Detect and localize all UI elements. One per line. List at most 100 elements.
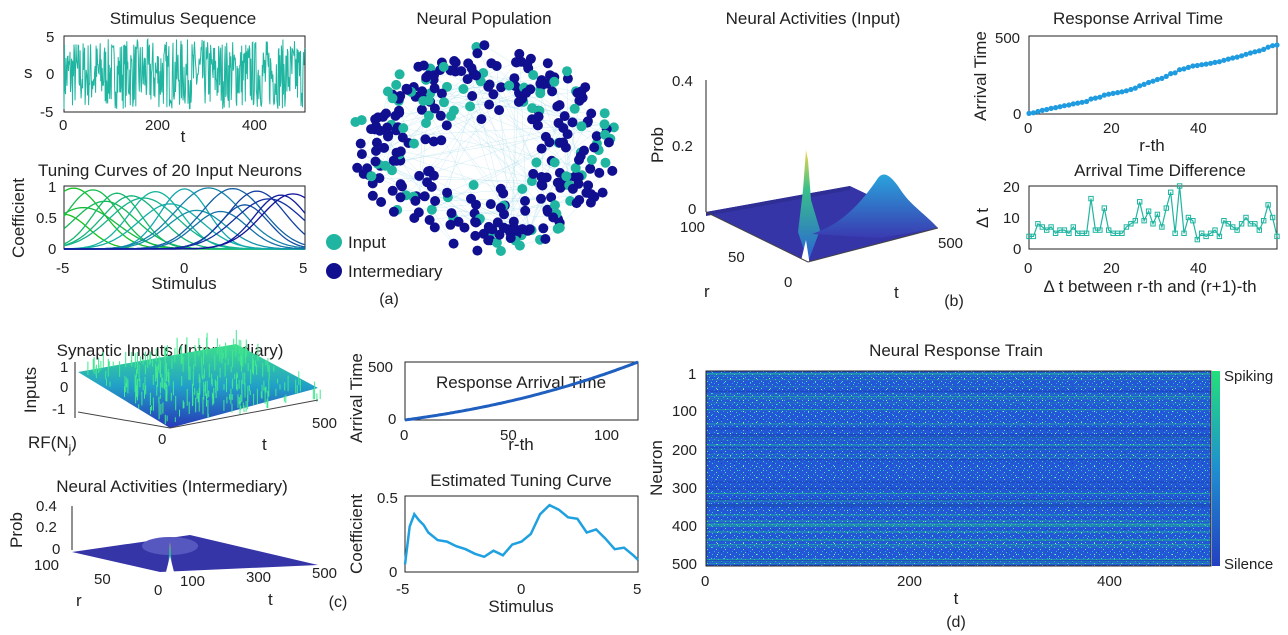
population-node-intermediary: [352, 162, 363, 173]
population-node-intermediary: [567, 183, 578, 194]
activities-input-chart: Neural Activities (Input) 0.4 0.2 0 Prob…: [648, 9, 963, 302]
arrival-b-point-35: [1177, 67, 1183, 73]
population-node-intermediary: [528, 168, 539, 179]
diff-b-point-19: [1106, 227, 1112, 233]
diff-b-point-22: [1119, 230, 1125, 237]
population-node-input: [599, 119, 610, 130]
arrival-b-point-17: [1097, 94, 1103, 100]
tuning-ylabel: Coefficient: [9, 178, 28, 258]
diff-b-point-40: [1199, 230, 1205, 237]
population-node-intermediary: [522, 59, 533, 70]
raster-stripe: [706, 375, 1211, 377]
population-node-intermediary: [542, 58, 553, 69]
arrival-b-point-47: [1230, 55, 1236, 61]
raster-stripe: [706, 514, 1211, 516]
population-node-intermediary: [397, 181, 407, 192]
population-node-intermediary: [471, 199, 481, 210]
population-node-input: [554, 222, 565, 233]
population-node-input: [366, 171, 377, 182]
population-edge: [393, 160, 505, 215]
population-node-intermediary: [379, 142, 390, 153]
population-node-intermediary: [499, 209, 509, 220]
population-node-intermediary: [430, 196, 441, 206]
arrival-b-point-44: [1216, 59, 1222, 65]
diff-b-xlabel: Δ t between r-th and (r+1)-th: [1043, 277, 1256, 296]
population-node-input: [517, 184, 528, 194]
diff-b-point-30: [1154, 211, 1161, 218]
raster-stripe-dark: [706, 481, 1211, 483]
arrival-b-point-27: [1141, 81, 1147, 87]
raster-stripe-dark: [706, 504, 1211, 506]
diff-b-point-35: [1176, 183, 1183, 189]
population-edge: [372, 140, 442, 184]
arrival-b-point-56: [1270, 43, 1276, 49]
population-node-intermediary: [381, 108, 391, 119]
population-node-intermediary: [472, 48, 483, 59]
stimulus-xlabel: t: [181, 127, 186, 146]
raster-stripe-dark: [706, 499, 1211, 501]
diff-b-point-52: [1252, 221, 1258, 227]
arrival-b-point-22: [1119, 89, 1125, 95]
diff-b-point-3: [1035, 221, 1041, 227]
population-node-intermediary: [603, 137, 614, 148]
arrival-b-point-31: [1159, 75, 1165, 81]
activities-inter-title: Neural Activities (Intermediary): [56, 477, 287, 496]
raster-colorbar-bottom: Silence: [1224, 556, 1273, 573]
diff-b-point-56: [1269, 214, 1276, 221]
population-node-intermediary: [428, 136, 439, 147]
activities-input-rlabel: r: [704, 282, 710, 301]
arrival-b-point-33: [1168, 71, 1174, 77]
activities-inter-ztick-3: 0: [52, 541, 60, 558]
population-node-intermediary: [486, 58, 497, 69]
legend-input-marker: [326, 234, 342, 250]
activities-inter-rtick-1: 100: [34, 557, 59, 574]
raster-ytick-5: 400: [672, 518, 697, 535]
tuning-ytick-1: 1: [48, 179, 56, 196]
population-node-intermediary: [414, 170, 425, 181]
population-node-intermediary: [418, 60, 429, 71]
population-node-intermediary: [514, 48, 525, 59]
diff-b-ytick-1: 20: [1003, 179, 1020, 196]
activities-inter-ttick-3: 500: [312, 565, 337, 582]
population-node-intermediary: [483, 235, 494, 246]
population-edge: [513, 197, 552, 228]
synaptic-rlabel-sub: j: [68, 442, 72, 456]
activities-input-rtick-1: 100: [680, 219, 705, 236]
population-node-intermediary: [366, 124, 377, 135]
population-node-intermediary: [472, 245, 483, 256]
population-node-input: [599, 108, 610, 119]
activities-input-tlabel: t: [894, 283, 899, 302]
activities-inter-ttick-1: 100: [180, 573, 205, 590]
population-node-intermediary: [435, 110, 446, 121]
population-node-intermediary: [483, 81, 494, 92]
population-node-input: [570, 163, 581, 173]
population-node-intermediary: [456, 66, 467, 77]
arrival-b-point-30: [1154, 76, 1160, 83]
est-tuning-title: Estimated Tuning Curve: [430, 471, 611, 490]
tuning-curve-20: [64, 193, 306, 250]
population-node-input: [491, 237, 502, 248]
est-tuning-xtick-1: -5: [396, 581, 409, 598]
diff-b-point-53: [1256, 227, 1262, 233]
population-node-input: [382, 86, 393, 97]
arrival-b-series: [1026, 42, 1280, 116]
diff-b-point-43: [1212, 227, 1218, 233]
stimulus-series-line: [63, 37, 306, 110]
arrival-b-point-49: [1239, 53, 1245, 59]
population-node-intermediary: [546, 192, 557, 203]
population-node-intermediary: [409, 213, 420, 223]
population-node-intermediary: [441, 120, 452, 131]
arrival-c-xtick-2: 50: [500, 427, 517, 444]
raster-stripe: [706, 562, 1211, 564]
population-node-input: [600, 157, 611, 168]
stimulus-xtick-3: 400: [242, 117, 267, 134]
tuning-ytick-2: 0.5: [36, 210, 57, 227]
arrival-b-point-57: [1274, 42, 1280, 48]
arrival-b-point-18: [1101, 92, 1107, 98]
population-node-input: [549, 76, 560, 87]
population-edge: [379, 177, 532, 182]
tuning-curves: [63, 187, 306, 250]
diff-b-point-24: [1128, 221, 1134, 227]
diff-b-ylabel: Δ t: [973, 208, 992, 228]
diff-b-point-23: [1123, 224, 1130, 230]
